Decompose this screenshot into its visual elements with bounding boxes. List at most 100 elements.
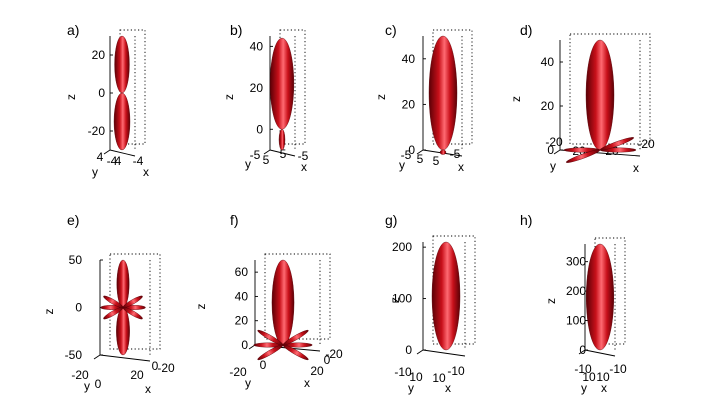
z-tick-label: 20 (541, 99, 555, 113)
x-tick-label: 5 (433, 154, 440, 168)
x-tick-label: 10 (596, 370, 610, 384)
back-box (264, 253, 331, 340)
x-tick-label: -10 (609, 362, 627, 376)
lobe-1 (428, 35, 458, 151)
x-tick-label: -4 (133, 154, 144, 168)
x-tick-label: 0 (324, 353, 331, 367)
y-axis-label: y (581, 381, 587, 395)
lobe-2-arm-6 (282, 329, 309, 346)
y-axis (416, 149, 424, 155)
y-axis-label: y (550, 159, 556, 173)
y-tick-label: 0 (260, 358, 267, 372)
z-axis-label: z (222, 94, 236, 100)
z-tick-label: 20 (402, 97, 416, 111)
z-tick-label: 0 (98, 86, 105, 100)
x-axis-label: x (145, 382, 151, 396)
y-tick-label: -20 (71, 368, 89, 382)
lobe-1 (586, 243, 614, 351)
x-axis-label: x (143, 165, 149, 179)
z-tick-label: -20 (88, 124, 106, 138)
x-axis (584, 349, 616, 357)
x-axis-label: x (304, 376, 310, 390)
y-tick-label: 4 (97, 150, 104, 164)
back-box (279, 29, 306, 145)
z-tick-label: -50 (65, 348, 83, 362)
panel-label: a) (67, 22, 79, 38)
z-axis-label: z (42, 309, 56, 315)
x-tick-label: -5 (298, 149, 309, 163)
x-tick-label: 20 (310, 364, 324, 378)
y-tick-label: -10 (574, 362, 592, 376)
y-tick-label: 5 (417, 152, 424, 166)
x-axis-label: x (601, 381, 607, 395)
z-tick-label: 100 (392, 292, 412, 306)
y-axis-label: y (245, 376, 251, 390)
z-tick-label: 50 (69, 253, 83, 267)
panel-label: c) (385, 22, 397, 38)
x-tick-label: 0 (152, 359, 159, 373)
x-tick-label: 5 (280, 147, 287, 161)
lobe-2-arm-4 (599, 137, 635, 151)
back-box (569, 33, 651, 145)
y-tick-label: 10 (582, 370, 596, 384)
x-tick-label: -20 (637, 137, 655, 151)
y-tick-label: -10 (394, 365, 412, 379)
x-axis (99, 354, 151, 362)
y-axis (553, 149, 561, 155)
x-tick-label: 10 (432, 371, 446, 385)
z-tick-label: 60 (235, 265, 249, 279)
z-tick-label: 20 (250, 81, 264, 95)
z-axis-label: z (509, 96, 523, 102)
panel-label: b) (230, 22, 242, 38)
back-box (594, 237, 626, 345)
x-axis-label: x (458, 160, 464, 174)
z-axis-label: z (388, 297, 402, 303)
x-axis-label: x (301, 160, 307, 174)
lobe-1 (271, 259, 295, 346)
y-tick-label: 5 (263, 153, 270, 167)
x-tick-label: -20 (325, 347, 343, 361)
y-axis-label: y (399, 158, 405, 172)
z-tick-label: 0 (579, 343, 586, 357)
y-tick-label: -20 (229, 365, 247, 379)
y-axis-label: y (408, 381, 414, 395)
x-tick-label: -20 (157, 361, 175, 375)
z-tick-label: 0 (547, 143, 554, 157)
y-axis (103, 149, 111, 155)
y-tick-label: 10 (409, 370, 423, 384)
lobe-1 (431, 241, 461, 351)
y-tick-label: -20 (545, 135, 563, 149)
lobe-2 (439, 149, 447, 155)
back-box (109, 253, 161, 350)
panel-label: e) (67, 212, 79, 228)
x-axis-label: x (445, 381, 451, 395)
z-tick-label: 100 (566, 314, 586, 328)
lobe-2 (278, 129, 286, 151)
lobe-1 (585, 39, 615, 151)
y-tick-label: -5 (401, 148, 412, 162)
x-tick-label: -10 (447, 364, 465, 378)
z-tick-label: 200 (566, 284, 586, 298)
z-tick-label: 40 (235, 289, 249, 303)
z-tick-label: 300 (566, 255, 586, 269)
z-tick-label: 40 (250, 39, 264, 53)
panel-label: f) (230, 212, 239, 228)
y-axis-label: y (245, 157, 251, 171)
z-axis-label: z (544, 298, 558, 304)
z-tick-label: 20 (92, 48, 106, 62)
x-axis (422, 349, 466, 357)
z-tick-label: 0 (241, 338, 248, 352)
z-tick-label: 200 (392, 240, 412, 254)
y-tick-label: -4 (107, 154, 118, 168)
z-tick-label: 20 (235, 314, 249, 328)
back-box (119, 29, 146, 145)
panel-label: h) (520, 212, 532, 228)
z-axis-label: z (64, 94, 78, 100)
x-tick-label: -5 (450, 147, 461, 161)
